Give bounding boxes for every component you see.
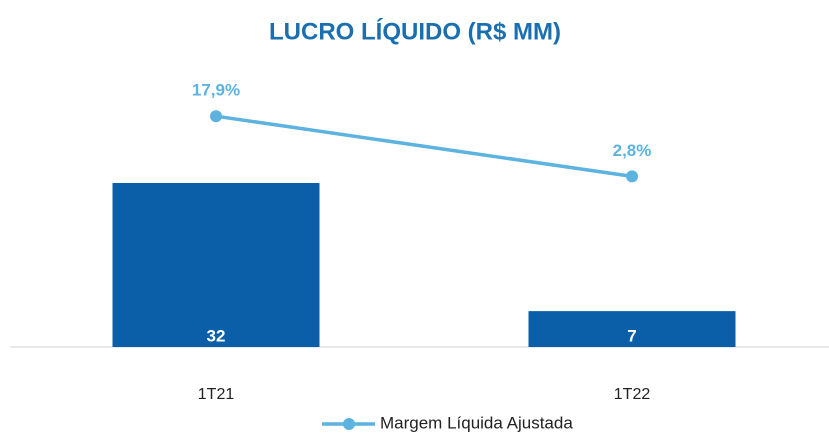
line-value-label: 17,9%: [192, 81, 240, 100]
chart-title: LUCRO LÍQUIDO (R$ MM): [269, 17, 561, 45]
legend-marker: [343, 418, 355, 430]
bar-value-label: 7: [627, 326, 636, 345]
line-marker: [210, 110, 222, 123]
line: [215, 114, 633, 179]
x-tick-label: 1T21: [198, 386, 235, 403]
legend-label: Margem Líquida Ajustada: [380, 413, 573, 432]
line-value-label: 2,8%: [613, 141, 652, 160]
bar: [112, 183, 320, 347]
bar: [528, 311, 736, 347]
x-tick-label: 1T22: [614, 386, 651, 403]
bar-value-label: 32: [207, 326, 226, 345]
line-marker: [626, 170, 638, 183]
